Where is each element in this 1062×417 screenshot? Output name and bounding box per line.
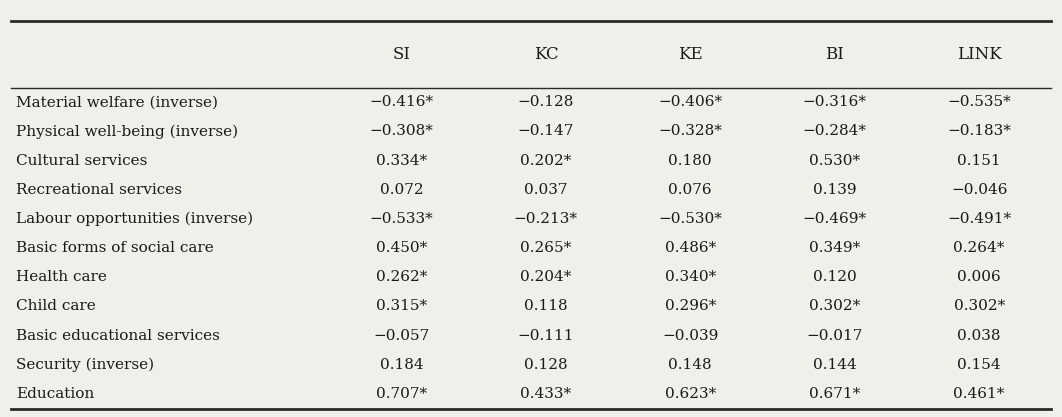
Text: −0.039: −0.039 <box>662 329 719 343</box>
Text: 0.076: 0.076 <box>668 183 713 197</box>
Text: 0.204*: 0.204* <box>520 270 571 284</box>
Text: −0.416*: −0.416* <box>370 95 433 109</box>
Text: 0.461*: 0.461* <box>954 387 1005 401</box>
Text: −0.308*: −0.308* <box>370 124 433 138</box>
Text: −0.017: −0.017 <box>806 329 863 343</box>
Text: −0.046: −0.046 <box>950 183 1008 197</box>
Text: −0.057: −0.057 <box>374 329 429 343</box>
Text: 0.530*: 0.530* <box>809 153 860 168</box>
Text: 0.264*: 0.264* <box>954 241 1005 255</box>
Text: −0.328*: −0.328* <box>658 124 722 138</box>
Text: 0.315*: 0.315* <box>376 299 427 314</box>
Text: −0.316*: −0.316* <box>803 95 867 109</box>
Text: Child care: Child care <box>16 299 96 314</box>
Text: 0.118: 0.118 <box>524 299 568 314</box>
Text: 0.184: 0.184 <box>379 358 424 372</box>
Text: −0.491*: −0.491* <box>947 212 1011 226</box>
Text: SI: SI <box>393 46 410 63</box>
Text: 0.671*: 0.671* <box>809 387 860 401</box>
Text: −0.128: −0.128 <box>517 95 575 109</box>
Text: 0.139: 0.139 <box>812 183 857 197</box>
Text: LINK: LINK <box>957 46 1001 63</box>
Text: Basic forms of social care: Basic forms of social care <box>16 241 213 255</box>
Text: −0.183*: −0.183* <box>947 124 1011 138</box>
Text: 0.623*: 0.623* <box>665 387 716 401</box>
Text: Labour opportunities (inverse): Labour opportunities (inverse) <box>16 212 253 226</box>
Text: 0.265*: 0.265* <box>520 241 571 255</box>
Text: 0.144: 0.144 <box>812 358 857 372</box>
Text: Cultural services: Cultural services <box>16 153 148 168</box>
Text: 0.349*: 0.349* <box>809 241 860 255</box>
Text: 0.340*: 0.340* <box>665 270 716 284</box>
Text: 0.262*: 0.262* <box>376 270 427 284</box>
Text: 0.120: 0.120 <box>812 270 857 284</box>
Text: BI: BI <box>825 46 844 63</box>
Text: −0.406*: −0.406* <box>658 95 722 109</box>
Text: 0.180: 0.180 <box>668 153 713 168</box>
Text: Physical well-being (inverse): Physical well-being (inverse) <box>16 124 238 138</box>
Text: −0.111: −0.111 <box>517 329 575 343</box>
Text: 0.334*: 0.334* <box>376 153 427 168</box>
Text: Recreational services: Recreational services <box>16 183 182 197</box>
Text: −0.530*: −0.530* <box>658 212 722 226</box>
Text: 0.302*: 0.302* <box>954 299 1005 314</box>
Text: KE: KE <box>678 46 703 63</box>
Text: 0.148: 0.148 <box>668 358 713 372</box>
Text: 0.072: 0.072 <box>379 183 424 197</box>
Text: Material welfare (inverse): Material welfare (inverse) <box>16 95 218 109</box>
Text: 0.038: 0.038 <box>958 329 1000 343</box>
Text: −0.284*: −0.284* <box>803 124 867 138</box>
Text: −0.533*: −0.533* <box>370 212 433 226</box>
Text: 0.450*: 0.450* <box>376 241 427 255</box>
Text: 0.433*: 0.433* <box>520 387 571 401</box>
Text: 0.202*: 0.202* <box>520 153 571 168</box>
Text: 0.302*: 0.302* <box>809 299 860 314</box>
Text: −0.147: −0.147 <box>517 124 575 138</box>
Text: Health care: Health care <box>16 270 107 284</box>
Text: 0.151: 0.151 <box>957 153 1001 168</box>
Text: 0.037: 0.037 <box>525 183 567 197</box>
Text: 0.154: 0.154 <box>957 358 1001 372</box>
Text: 0.486*: 0.486* <box>665 241 716 255</box>
Text: 0.128: 0.128 <box>524 358 568 372</box>
Text: 0.707*: 0.707* <box>376 387 427 401</box>
Text: Security (inverse): Security (inverse) <box>16 358 154 372</box>
Text: 0.006: 0.006 <box>957 270 1001 284</box>
Text: Basic educational services: Basic educational services <box>16 329 220 343</box>
Text: 0.296*: 0.296* <box>665 299 716 314</box>
Text: −0.213*: −0.213* <box>514 212 578 226</box>
Text: −0.535*: −0.535* <box>947 95 1011 109</box>
Text: Education: Education <box>16 387 95 401</box>
Text: −0.469*: −0.469* <box>803 212 867 226</box>
Text: KC: KC <box>533 46 559 63</box>
